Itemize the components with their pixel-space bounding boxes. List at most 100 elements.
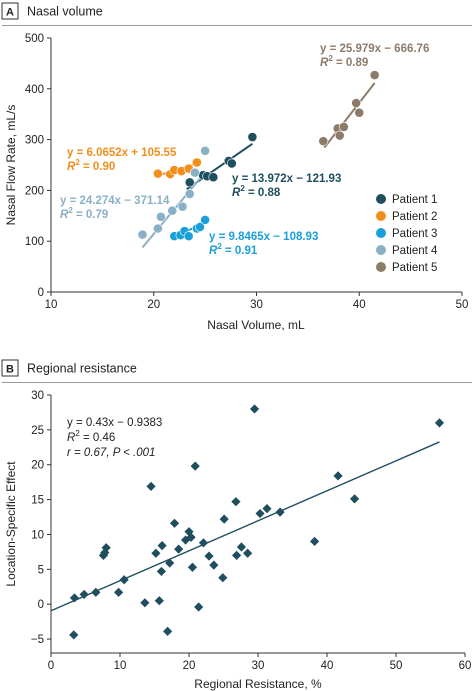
data-point — [434, 418, 445, 428]
data-point — [236, 542, 247, 552]
patient-2-r2: R2 = 0.90 — [67, 158, 115, 173]
patient-5-point — [369, 70, 380, 80]
data-point — [262, 504, 272, 514]
patient-1-legend-marker — [376, 194, 386, 204]
patient-3-point — [183, 231, 194, 242]
y-tick-label: 20 — [31, 460, 44, 472]
data-point — [243, 548, 253, 558]
x-tick-label: 10 — [45, 299, 58, 311]
data-point — [231, 497, 241, 507]
data-point — [275, 507, 285, 517]
y-tick-label: 10 — [31, 529, 44, 541]
data-point — [350, 494, 360, 504]
chart-b-x-title: Regional Resistance, % — [194, 677, 322, 691]
patient-2-point — [152, 168, 163, 179]
data-point — [333, 471, 343, 481]
data-point — [119, 575, 129, 585]
patient-4-point — [200, 145, 211, 156]
panel-a-letter: A — [6, 7, 14, 19]
patient-5-point — [354, 107, 365, 118]
panel-b-letter: B — [6, 364, 14, 376]
patient-5-point — [351, 98, 362, 108]
data-point — [255, 508, 265, 519]
data-point — [69, 630, 79, 640]
patient-4-point — [177, 201, 188, 212]
y-tick-label: 300 — [25, 135, 44, 147]
data-point — [218, 573, 228, 583]
data-point — [114, 587, 124, 597]
x-tick-label: 30 — [252, 660, 265, 672]
data-point — [146, 481, 156, 491]
patient-4-point — [167, 205, 178, 216]
data-point — [232, 550, 242, 560]
patient-1-point — [184, 177, 195, 188]
patient-3-point — [195, 222, 205, 232]
patient-2-point — [192, 157, 202, 168]
data-point — [156, 566, 166, 577]
chart-a-y-title: Nasal Flow Rate, mL/s — [4, 105, 18, 226]
panel-a-header: A Nasal volume — [1, 2, 472, 26]
x-tick-label: 20 — [183, 660, 196, 672]
x-tick-label: 30 — [250, 299, 263, 311]
patient-1-r2: R2 = 0.88 — [232, 184, 281, 199]
patient-4-point — [137, 229, 148, 240]
data-point — [165, 558, 175, 568]
data-point — [169, 518, 180, 528]
patient-3-r2: R2 = 0.91 — [209, 242, 258, 257]
x-tick-label: 50 — [390, 660, 403, 672]
patient-1-equation: y = 13.972x − 121.93 — [232, 173, 341, 185]
patient-1-point — [226, 158, 237, 169]
patient-5-fit-line — [323, 82, 376, 149]
data-point — [187, 562, 198, 572]
patient-4-point — [189, 167, 200, 178]
x-tick-label: 40 — [353, 299, 366, 311]
data-point — [151, 548, 161, 558]
patient-2-legend-marker — [376, 211, 386, 221]
y-tick-label: 200 — [25, 185, 44, 197]
chart-a-x-title: Nasal Volume, mL — [207, 318, 305, 332]
y-tick-label: 100 — [25, 236, 44, 248]
patient-4-point — [152, 223, 163, 234]
y-tick-label: 0 — [38, 287, 44, 299]
patient-5-legend-marker — [376, 262, 386, 272]
patient-2-equation: y = 6.0652x + 105.55 — [67, 147, 177, 159]
regression-line — [50, 441, 440, 612]
data-point — [91, 587, 101, 597]
data-point — [157, 541, 167, 551]
patient-4-r2: R2 = 0.79 — [60, 206, 108, 221]
chart-a-legend: Patient 1 Patient 2 Patient 3 Patient 4 Pati… — [376, 194, 438, 274]
data-point — [174, 544, 184, 554]
patient-5-equation: y = 25.979x − 666.76 — [320, 43, 429, 55]
chart-b: 0 10 20 30 40 50 60 −5 0 5 10 15 20 25 30 y = 0.43x − … — [4, 390, 471, 691]
data-point — [309, 536, 320, 547]
patient-5-point — [338, 122, 349, 132]
x-tick-label: 20 — [147, 299, 160, 311]
y-tick-label: 30 — [31, 390, 44, 402]
y-tick-label: 5 — [38, 564, 44, 576]
data-point — [209, 560, 219, 570]
x-tick-label: 0 — [48, 660, 54, 672]
data-point — [101, 543, 111, 553]
panel-a-title: Nasal volume — [27, 5, 103, 19]
data-point — [194, 602, 204, 612]
patient-3-point — [200, 214, 211, 225]
x-tick-label: 10 — [114, 660, 127, 672]
y-tick-label: −5 — [31, 634, 44, 646]
chart-b-y-title: Location-Specific Effect — [4, 461, 18, 587]
patient-3-legend-marker — [376, 228, 386, 238]
data-point — [186, 532, 196, 542]
patient-1-point — [247, 132, 258, 142]
patient-5-point — [334, 130, 345, 141]
data-point — [249, 404, 260, 414]
patient-4-point — [184, 189, 195, 199]
panel-b-title: Regional resistance — [27, 362, 137, 376]
x-tick-label: 50 — [456, 299, 469, 311]
panel-b-header: B Regional resistance — [1, 359, 472, 383]
y-tick-label: 25 — [31, 425, 44, 437]
data-point — [204, 551, 214, 561]
panel-b-letter-box — [1, 359, 19, 377]
patient-4-equation: y = 24.274x − 371.14 — [60, 195, 170, 207]
patient-5-point — [318, 136, 329, 147]
